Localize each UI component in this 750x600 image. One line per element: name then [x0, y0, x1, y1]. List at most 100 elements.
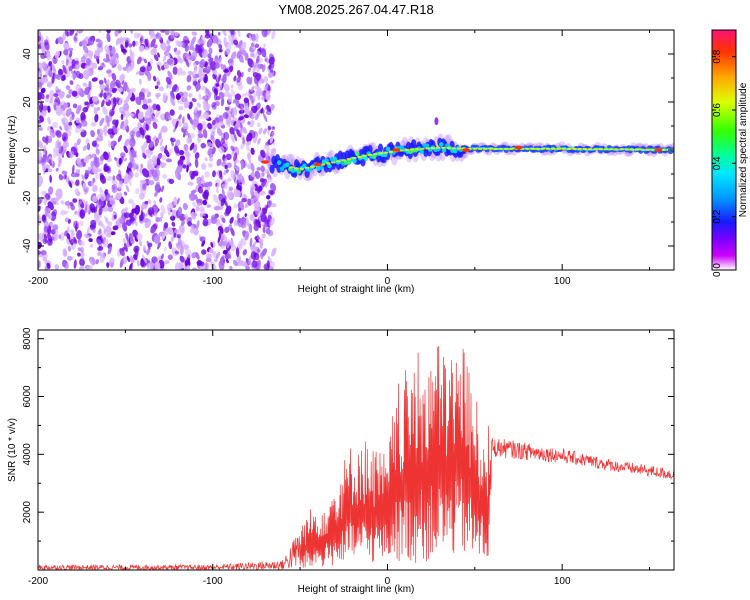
noise-dot	[117, 192, 123, 200]
noise-dot	[204, 33, 211, 39]
noise-dot	[98, 30, 102, 34]
noise-dot	[93, 212, 99, 222]
noise-dot	[214, 258, 218, 263]
noise-dot	[154, 212, 157, 217]
noise-dot	[136, 259, 140, 267]
noise-dot	[230, 51, 237, 60]
noise-dot	[154, 137, 159, 147]
signal-band	[352, 158, 357, 164]
noise-dot	[94, 113, 99, 123]
noise-dot	[155, 113, 159, 119]
noise-dot	[65, 58, 69, 66]
noise-dot	[241, 93, 247, 98]
noise-dot	[255, 219, 261, 228]
noise-dot	[103, 127, 108, 137]
noise-dot	[90, 121, 97, 127]
noise-dot	[124, 118, 129, 127]
noise-dot	[111, 180, 118, 185]
noise-dot	[254, 206, 261, 216]
signal-peak	[556, 147, 562, 150]
noise-dot	[147, 61, 151, 67]
signal-peak	[482, 147, 488, 150]
signal-peak	[619, 148, 624, 151]
noise-dot	[63, 122, 68, 132]
noise-dot	[171, 221, 176, 227]
noise-dot	[39, 115, 44, 123]
noise-dot	[233, 39, 239, 46]
hot-spot	[654, 148, 663, 152]
x-tick-label: -200	[28, 276, 48, 287]
noise-dot	[151, 256, 158, 264]
noise-dot	[195, 205, 200, 212]
noise-dot	[108, 197, 115, 202]
noise-dot	[182, 132, 186, 138]
noise-dot	[92, 195, 98, 203]
noise-dot	[107, 140, 111, 148]
noise-dot	[106, 69, 112, 74]
noise-dot	[228, 240, 235, 247]
noise-dot	[227, 93, 233, 103]
noise-dot	[86, 227, 90, 237]
noise-dot	[203, 102, 209, 112]
signal-peak	[566, 147, 572, 150]
noise-dot	[157, 34, 162, 41]
noise-dot	[163, 63, 170, 70]
noise-dot	[47, 126, 51, 131]
noise-dot	[91, 77, 98, 82]
noise-dot	[57, 141, 62, 149]
noise-dot	[72, 198, 78, 203]
noise-dot	[98, 79, 104, 85]
noise-dot	[166, 45, 171, 52]
signal-peak	[336, 160, 341, 163]
noise-dot	[195, 194, 199, 203]
noise-dot	[225, 205, 232, 215]
noise-dot	[250, 105, 258, 114]
noise-dot	[227, 177, 232, 182]
snr-series-line	[38, 346, 674, 570]
noise-dot	[208, 47, 213, 55]
noise-dot	[48, 62, 53, 71]
noise-dot	[249, 34, 252, 41]
noise-dot	[135, 40, 138, 46]
noise-dot	[47, 212, 53, 220]
noise-dot	[183, 213, 188, 218]
noise-dot	[156, 81, 161, 86]
noise-dot	[202, 182, 208, 188]
noise-dot	[209, 128, 216, 133]
noise-dot	[199, 236, 206, 242]
noise-dot	[230, 227, 235, 237]
colorbar-tick-label: 0.8	[712, 49, 723, 63]
noise-dot	[185, 59, 190, 68]
noise-dot	[135, 207, 141, 216]
signal-peak	[613, 148, 619, 151]
noise-dot	[233, 219, 239, 227]
noise-dot	[135, 188, 140, 195]
noise-dot	[65, 85, 71, 91]
noise-dot	[164, 30, 170, 36]
signal-peak	[441, 146, 446, 149]
noise-dot	[180, 70, 187, 76]
noise-dot	[118, 181, 123, 190]
chart-title: YM08.2025.267.04.47.R18	[278, 2, 433, 17]
noise-dot	[136, 162, 140, 173]
noise-dot	[152, 121, 158, 130]
noise-dot	[183, 101, 188, 110]
noise-dot	[115, 52, 119, 59]
noise-dot	[158, 132, 162, 140]
noise-dot	[83, 70, 89, 80]
noise-dot	[165, 158, 173, 163]
noise-dot	[240, 161, 247, 168]
noise-dot	[255, 50, 261, 58]
noise-dot	[160, 211, 164, 219]
spectrogram-x-axis-title: Height of straight line (km)	[298, 284, 415, 295]
noise-dot	[249, 187, 254, 195]
noise-dot	[117, 134, 123, 143]
noise-dot	[240, 41, 247, 51]
noise-dot	[62, 248, 67, 257]
noise-dot	[187, 113, 191, 120]
noise-dot	[220, 63, 225, 71]
signal-peak	[414, 148, 420, 151]
x-tick-label: 100	[554, 576, 571, 587]
noise-dot	[257, 122, 261, 128]
noise-dot	[68, 89, 73, 95]
